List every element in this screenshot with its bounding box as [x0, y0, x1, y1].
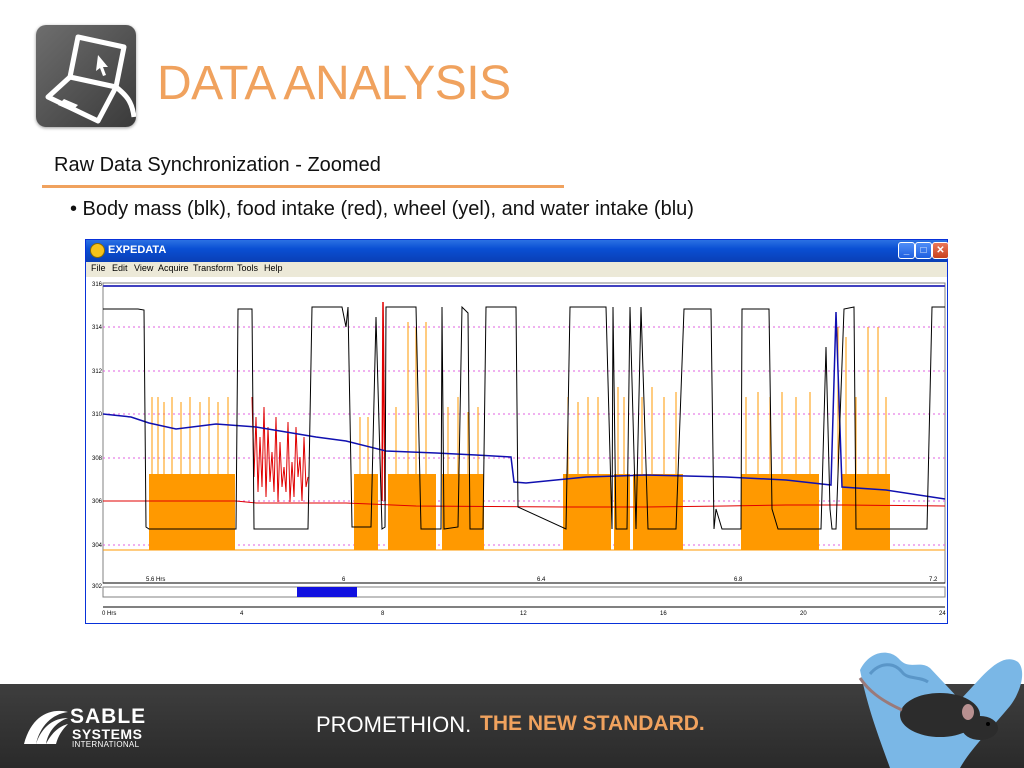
overview-tick: 8: [381, 611, 385, 617]
y-tick: 304: [92, 543, 103, 549]
menu-acquire[interactable]: Acquire: [158, 263, 189, 273]
menu-edit[interactable]: Edit: [112, 263, 128, 273]
brand-name-line2: SYSTEMS: [72, 726, 143, 742]
tagline-product: PROMETHION.: [316, 712, 472, 737]
y-tick: 316: [92, 282, 103, 288]
wheel-spikes: [151, 322, 887, 474]
y-tick: 312: [92, 369, 103, 375]
expedata-window: EXPEDATA _ □ ✕ File Edit View Acquire Tr…: [85, 239, 949, 624]
bullet-text: • Body mass (blk), food intake (red), wh…: [70, 198, 694, 220]
overview-tick: 12: [520, 611, 527, 617]
food-series: [103, 500, 946, 508]
x-tick: 7.2: [929, 577, 938, 583]
y-tick: 306: [92, 499, 103, 505]
x-tick: 6.4: [537, 577, 546, 583]
overview-tick: 4: [240, 611, 244, 617]
tagline-slogan: THE NEW STANDARD.: [480, 712, 705, 735]
y-tick: 308: [92, 456, 103, 462]
menu-bar: File Edit View Acquire Transform Tools H…: [86, 262, 947, 276]
plot-area[interactable]: 316 314 312 310 308 306 304 302: [86, 277, 947, 623]
x-tick: 6: [342, 577, 346, 583]
window-title: EXPEDATA: [108, 244, 167, 256]
brand-name: SABLE: [70, 705, 147, 728]
minimize-button[interactable]: _: [898, 242, 915, 259]
maximize-button[interactable]: □: [915, 242, 932, 259]
menu-tools[interactable]: Tools: [237, 263, 259, 273]
water-series: [102, 311, 946, 500]
footer-bar: [0, 684, 1024, 768]
body-mass-series: [103, 305, 945, 530]
overview-tick: 0 Hrs: [102, 611, 116, 617]
sable-logo-icon: [24, 710, 68, 744]
overview-tick: 24: [939, 611, 946, 617]
app-icon: [90, 243, 105, 258]
slide-subtitle: Raw Data Synchronization - Zoomed: [54, 154, 381, 176]
overview-window[interactable]: [297, 587, 357, 597]
x-tick: 5.6 Hrs: [146, 577, 165, 583]
y-tick: 314: [92, 325, 103, 331]
close-button[interactable]: ✕: [932, 242, 949, 259]
x-tick: 6.8: [734, 577, 743, 583]
window-titlebar[interactable]: EXPEDATA _ □ ✕: [86, 240, 949, 262]
overview-tick: 20: [800, 611, 807, 617]
food-burst: [251, 396, 309, 503]
laptop-icon: [36, 25, 137, 127]
menu-transform[interactable]: Transform: [193, 263, 234, 273]
y-tick: 302: [92, 584, 103, 590]
food-spike: [381, 301, 386, 502]
subtitle-divider: [42, 185, 564, 188]
overview-tick: 16: [660, 611, 667, 617]
y-tick: 310: [92, 412, 103, 418]
overview-track[interactable]: [102, 586, 946, 598]
wheel-series: [149, 474, 890, 550]
gloved-hand-mouse-image: [858, 652, 1023, 768]
menu-help[interactable]: Help: [264, 263, 283, 273]
slide-title: DATA ANALYSIS: [157, 57, 511, 110]
menu-file[interactable]: File: [91, 263, 106, 273]
brand-name-line3: INTERNATIONAL: [72, 740, 140, 749]
menu-view[interactable]: View: [134, 263, 154, 273]
